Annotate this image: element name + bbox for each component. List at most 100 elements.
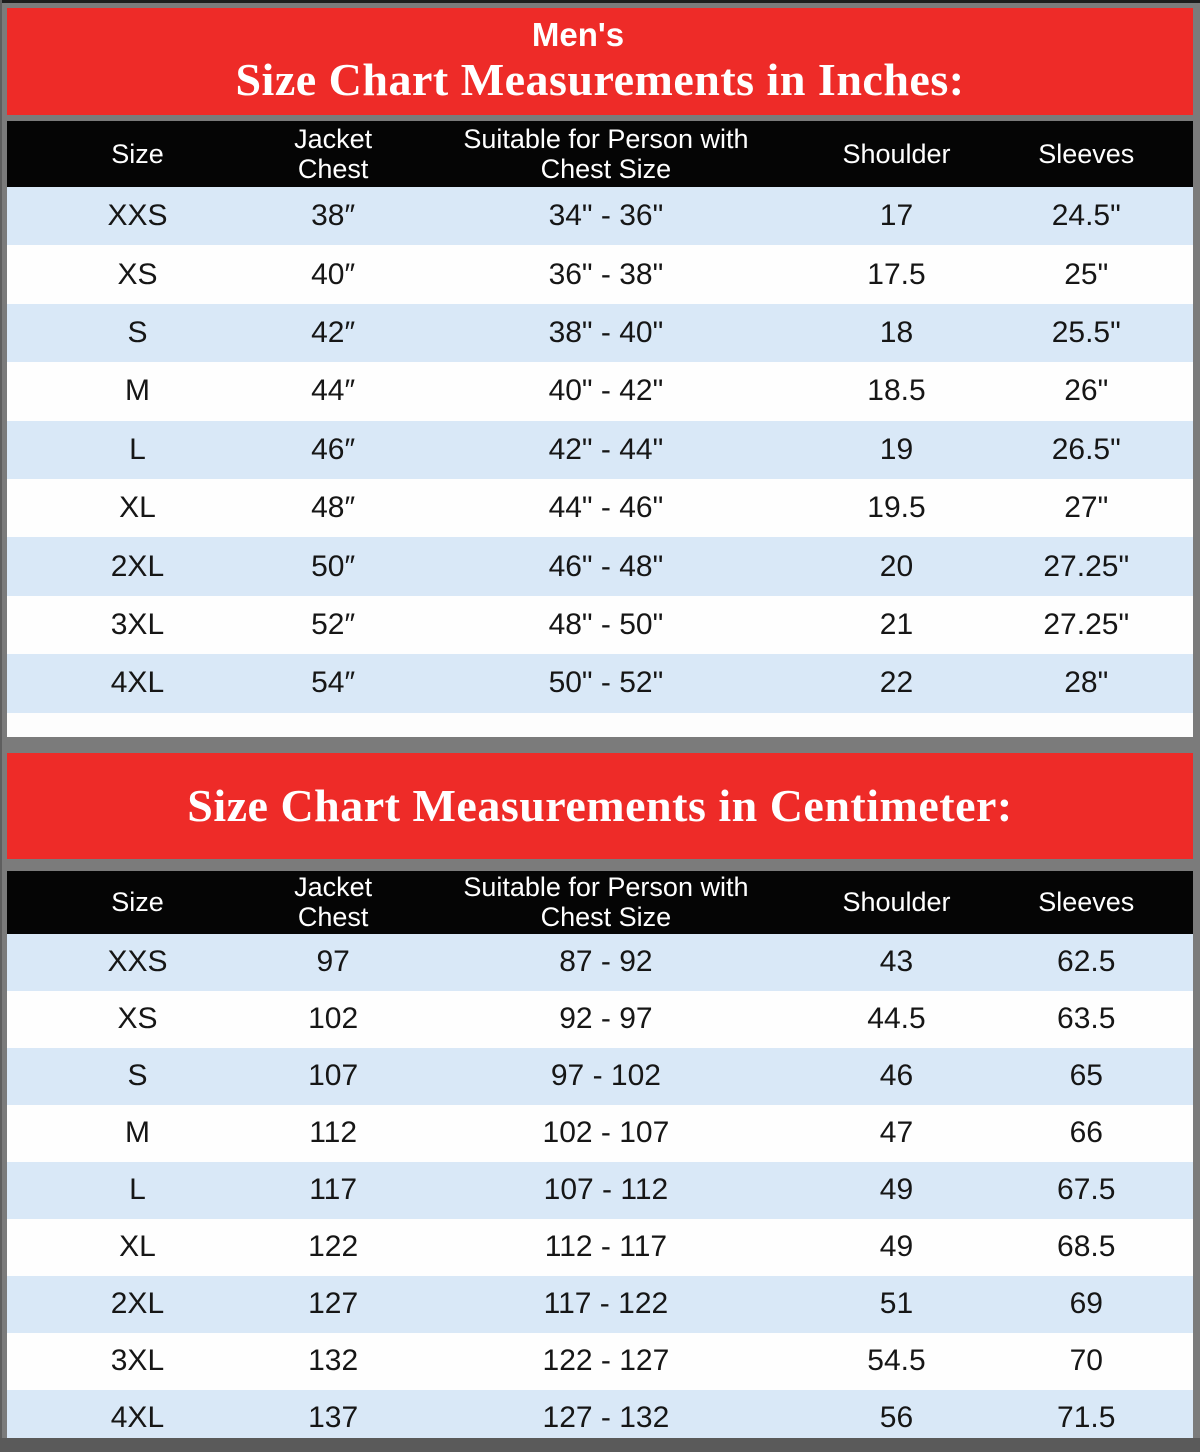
table-cell: 44″	[311, 374, 356, 408]
column-header: Suitable for Person with Chest Size	[398, 870, 814, 934]
left-border	[0, 0, 2, 1452]
column-header: Jacket Chest	[267, 121, 399, 187]
table-cell: 20	[879, 549, 914, 583]
table-cell: 70	[1069, 1344, 1103, 1378]
table-cell: 50" - 52"	[548, 666, 664, 700]
table-cell: 3XL	[110, 607, 165, 641]
column-header: Sleeves	[979, 870, 1193, 934]
table-cell: 46″	[311, 432, 356, 466]
table-row: XL 48″ 44" - 46" 19.5 27"	[7, 478, 1193, 538]
page-content: Men's Size Chart Measurements in Inches:…	[0, 3, 1200, 1447]
table-cell: 19.5	[867, 491, 926, 525]
table-cell: 69	[1069, 1287, 1103, 1321]
table-row: 3XL 132 122 - 127 54.5 70	[7, 1332, 1193, 1390]
table-cell: 34" - 36"	[548, 199, 664, 233]
table-row: XXS 38″ 34" - 36" 17 24.5"	[7, 187, 1193, 246]
table-cell: 43	[879, 945, 914, 979]
inches-size-table: Size Jacket Chest Suitable for Person with…	[7, 121, 1193, 713]
table-cell: 107 - 112	[543, 1173, 669, 1207]
table-cell: 54″	[311, 666, 356, 700]
table-cell: 2XL	[110, 549, 165, 583]
column-header: Shoulder	[813, 121, 980, 187]
table-cell: 21	[879, 607, 914, 641]
table-cell: 137	[308, 1401, 359, 1435]
table-cell: 36" - 38"	[548, 257, 664, 291]
table-cell: 17	[879, 199, 914, 233]
table-row: L 117 107 - 112 49 67.5	[7, 1161, 1193, 1219]
table-cell: M	[124, 374, 150, 408]
table-cell: 18.5	[867, 374, 926, 408]
table-cell: 127 - 132	[542, 1401, 670, 1435]
table-cell: 46" - 48"	[548, 549, 664, 583]
inches-table-footer-strip	[7, 712, 1193, 737]
table-cell: S	[127, 315, 148, 349]
table-cell: XS	[117, 1002, 158, 1036]
table-cell: 17.5	[867, 257, 926, 291]
table-cell: 3XL	[110, 1344, 165, 1378]
table-cell: 122	[308, 1230, 359, 1264]
table-cell: 54.5	[867, 1344, 926, 1378]
table-cell: 4XL	[110, 1401, 165, 1435]
table-cell: 49	[879, 1230, 914, 1264]
table-cell: 27.25"	[1043, 549, 1130, 583]
table-row: M 112 102 - 107 47 66	[7, 1104, 1193, 1162]
table-cell: 56	[879, 1401, 914, 1435]
table-cell: 2XL	[110, 1287, 165, 1321]
centimeter-chart-title-banner: Size Chart Measurements in Centimeter:	[7, 752, 1193, 859]
column-header: Jacket Chest	[267, 870, 399, 934]
table-cell: 132	[308, 1344, 359, 1378]
centimeter-table-header: Size Jacket Chest Suitable for Person with…	[7, 870, 1193, 934]
table-row: M 44″ 40" - 42" 18.5 26"	[7, 362, 1193, 421]
table-cell: 22	[879, 666, 914, 700]
table-cell: 117	[309, 1173, 358, 1207]
table-cell: 67.5	[1057, 1173, 1116, 1207]
table-cell: 107	[308, 1059, 359, 1093]
table-cell: 28"	[1064, 666, 1109, 700]
table-cell: 62.5	[1057, 945, 1116, 979]
table-row: L 46″ 42" - 44" 19 26.5"	[7, 420, 1193, 479]
table-cell: 38" - 40"	[548, 315, 664, 349]
table-cell: 4XL	[110, 666, 165, 700]
table-cell: 71.5	[1057, 1401, 1116, 1435]
table-cell: L	[129, 432, 146, 466]
section-gap	[0, 859, 1200, 871]
centimeter-chart-title: Size Chart Measurements in Centimeter:	[187, 779, 1013, 831]
column-header: Size	[7, 121, 268, 187]
table-cell: 66	[1069, 1116, 1103, 1150]
table-row: XL 122 112 - 117 49 68.5	[7, 1218, 1193, 1276]
table-cell: 19	[879, 432, 914, 466]
column-header: Size	[7, 870, 268, 934]
table-cell: 25.5"	[1051, 315, 1121, 349]
table-row: XS 102 92 - 97 44.5 63.5	[7, 990, 1193, 1048]
table-cell: 49	[879, 1173, 914, 1207]
table-cell: 42" - 44"	[548, 432, 664, 466]
table-cell: 63.5	[1057, 1002, 1116, 1036]
centimeter-size-table: Size Jacket Chest Suitable for Person with…	[7, 870, 1193, 1447]
column-header: Sleeves	[979, 121, 1193, 187]
table-cell: 44" - 46"	[548, 491, 664, 525]
table-cell: 40″	[311, 257, 356, 291]
table-cell: 44.5	[867, 1002, 926, 1036]
table-cell: XL	[119, 1230, 156, 1264]
table-cell: 97	[316, 945, 350, 979]
table-row: S 107 97 - 102 46 65	[7, 1047, 1193, 1105]
table-cell: 92 - 97	[559, 1002, 653, 1036]
table-row: S 42″ 38" - 40" 18 25.5"	[7, 303, 1193, 363]
inches-chart-title: Size Chart Measurements in Inches:	[235, 53, 965, 105]
table-cell: 48" - 50"	[548, 607, 664, 641]
bottom-border	[0, 1438, 1200, 1452]
top-border	[0, 0, 1200, 3]
table-cell: 46	[879, 1059, 914, 1093]
table-cell: M	[124, 1116, 150, 1150]
table-cell: S	[127, 1059, 148, 1093]
table-cell: 65	[1069, 1059, 1103, 1093]
table-cell: 97 - 102	[550, 1059, 661, 1093]
table-cell: 38″	[311, 199, 356, 233]
table-row: 2XL 127 117 - 122 51 69	[7, 1275, 1193, 1333]
centimeter-table-body: XXS 97 87 - 92 43 62.5 XS 102 92 - 97 44.5 63.5 S 1…	[7, 933, 1193, 1447]
table-cell: 112	[309, 1116, 358, 1150]
table-row: 4XL 54″ 50" - 52" 22 28"	[7, 654, 1193, 713]
table-cell: 68.5	[1057, 1230, 1116, 1264]
table-cell: 47	[879, 1116, 914, 1150]
